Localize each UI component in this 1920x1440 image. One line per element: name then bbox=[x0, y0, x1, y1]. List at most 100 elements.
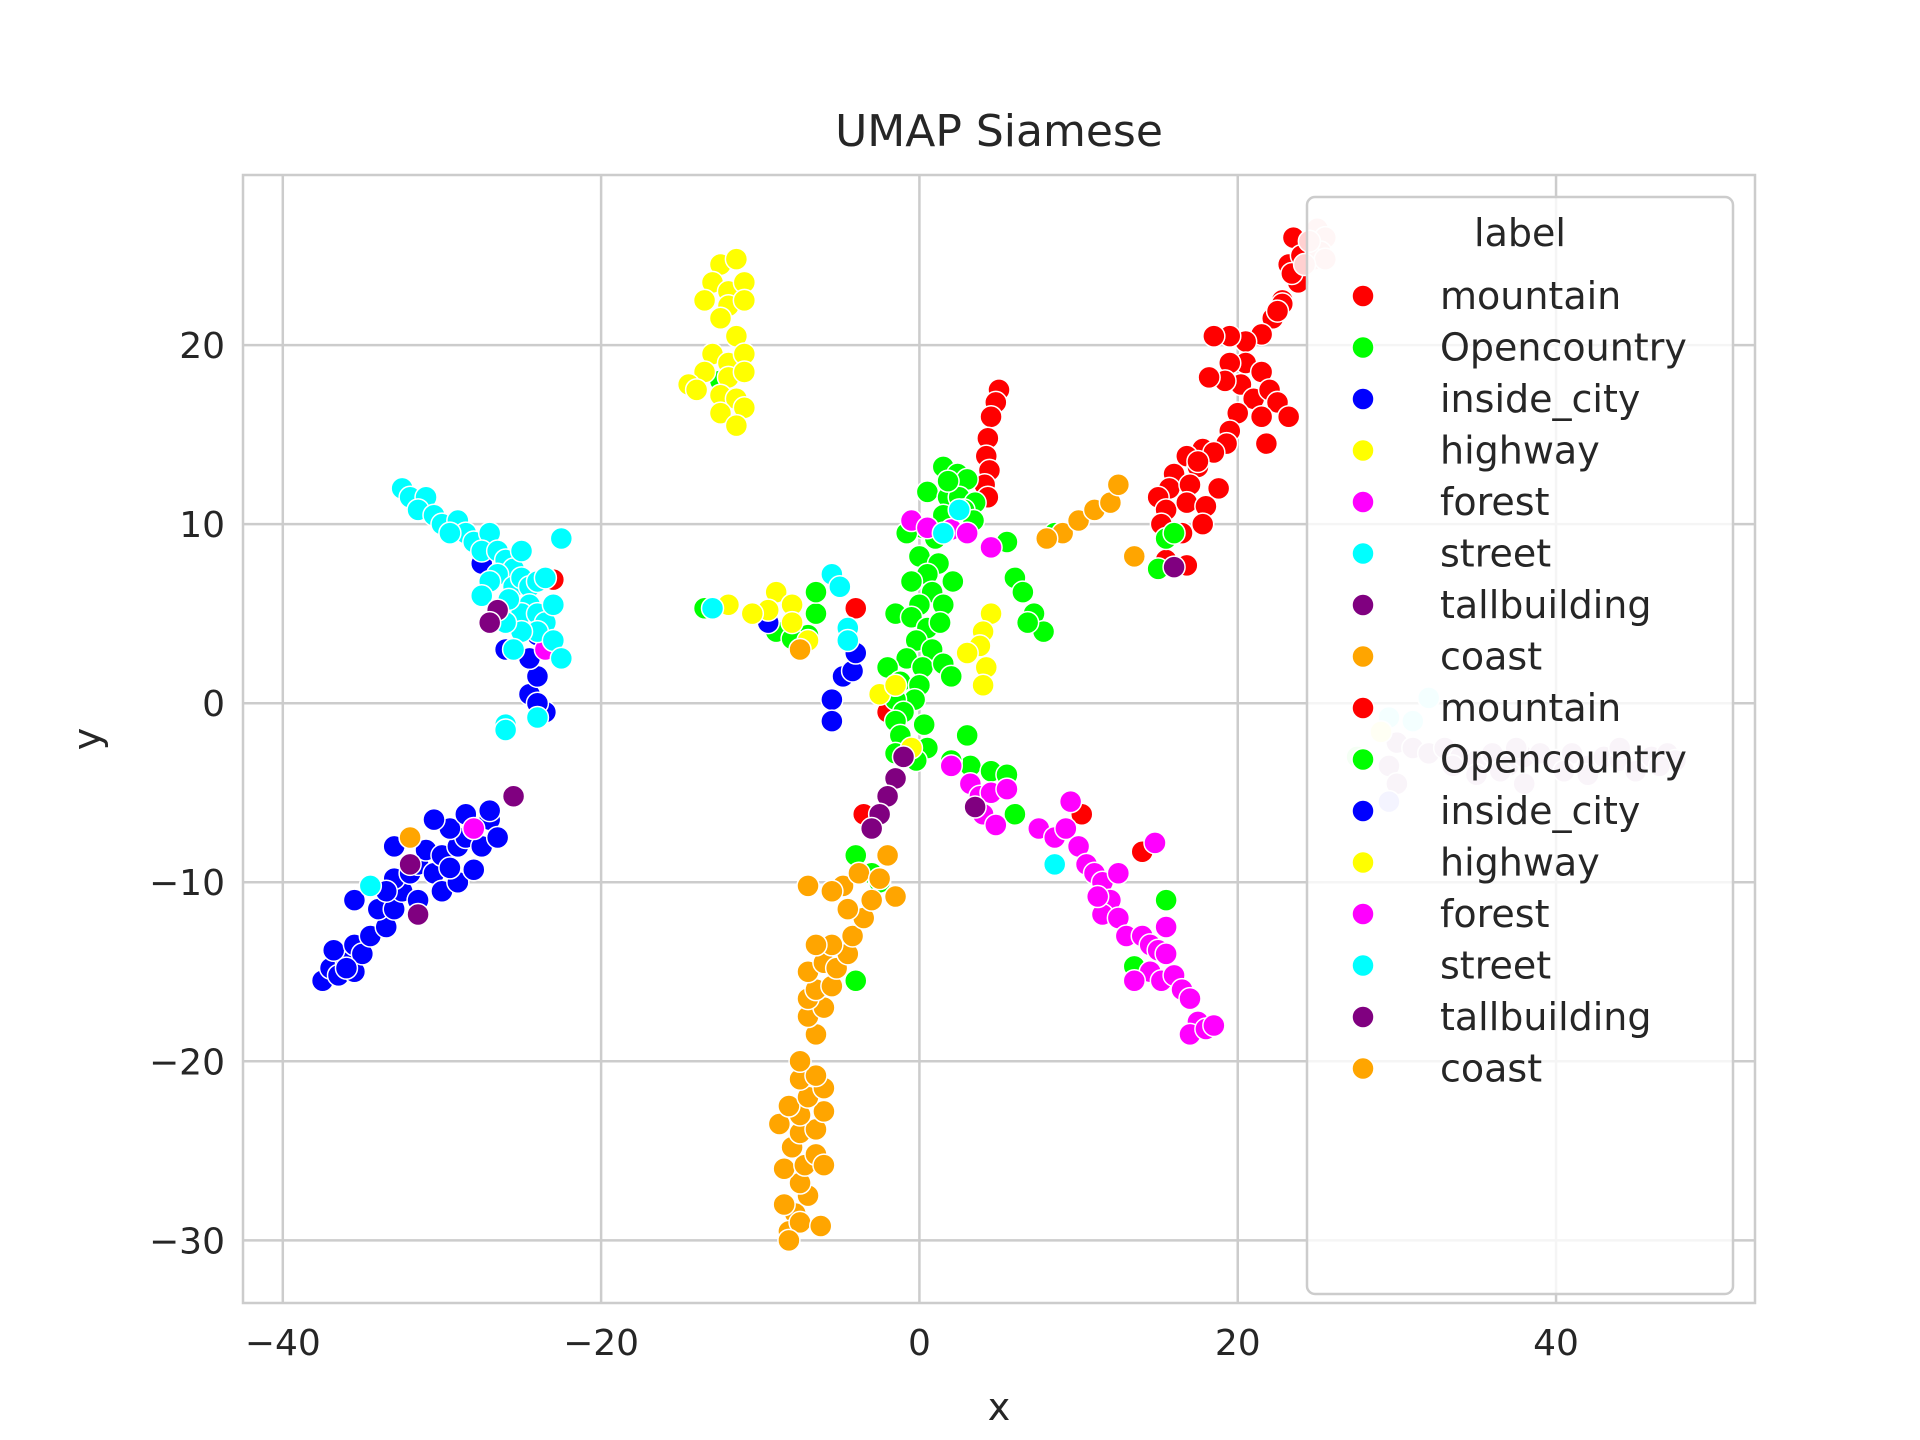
data-point-opencountry bbox=[912, 712, 936, 737]
data-point-forest bbox=[1106, 861, 1131, 886]
legend-entry-label: mountain bbox=[1440, 274, 1621, 318]
data-point-opencountry bbox=[915, 480, 940, 504]
data-point-tallbuilding bbox=[1162, 555, 1186, 579]
data-point-highway bbox=[971, 673, 995, 698]
data-point-mountain bbox=[1202, 324, 1226, 348]
legend-marker bbox=[1351, 696, 1375, 720]
data-point-inside-city bbox=[820, 709, 844, 733]
legend-marker bbox=[1351, 284, 1375, 308]
data-point-coast bbox=[820, 879, 844, 903]
data-point-highway bbox=[883, 673, 908, 698]
legend-marker bbox=[1351, 1005, 1375, 1029]
legend-marker bbox=[1351, 541, 1375, 566]
data-point-mountain bbox=[844, 596, 868, 621]
data-point-coast bbox=[804, 1063, 828, 1088]
data-point-highway bbox=[684, 378, 709, 402]
data-point-opencountry bbox=[899, 569, 924, 594]
data-point-street bbox=[931, 521, 956, 545]
data-point-street bbox=[469, 584, 494, 608]
data-point-coast bbox=[847, 861, 871, 886]
y-tick-label: −10 bbox=[149, 863, 225, 904]
data-point-highway bbox=[740, 601, 765, 626]
data-point-inside-city bbox=[477, 798, 502, 823]
data-point-coast bbox=[1106, 473, 1131, 497]
data-point-mountain bbox=[1206, 476, 1231, 501]
data-point-street bbox=[493, 718, 518, 742]
data-point-street bbox=[828, 575, 852, 599]
data-point-tallbuilding bbox=[398, 852, 422, 877]
legend-marker bbox=[1351, 850, 1375, 875]
y-tick-label: 0 bbox=[202, 684, 225, 725]
legend-marker bbox=[1351, 644, 1375, 669]
data-point-inside-city bbox=[342, 888, 367, 912]
legend-entry-label: street bbox=[1440, 944, 1551, 988]
data-point-coast bbox=[804, 933, 828, 957]
legend-entry-label: inside_city bbox=[1440, 789, 1640, 833]
data-point-street bbox=[836, 628, 860, 653]
legend-entry-label: tallbuilding bbox=[1440, 995, 1652, 1039]
data-point-inside-city bbox=[422, 807, 446, 832]
data-point-highway bbox=[955, 641, 979, 665]
legend-entry-label: Opencountry bbox=[1440, 738, 1687, 782]
data-point-opencountry bbox=[1015, 610, 1040, 635]
data-point-coast bbox=[883, 884, 908, 909]
legend-marker bbox=[1351, 953, 1375, 978]
legend-marker bbox=[1351, 387, 1375, 411]
data-point-forest bbox=[979, 535, 1003, 560]
data-point-inside-city bbox=[438, 856, 462, 880]
data-point-inside-city bbox=[334, 956, 359, 980]
data-point-mountain bbox=[1254, 431, 1279, 456]
data-point-highway bbox=[692, 288, 717, 313]
data-point-mountain bbox=[1249, 404, 1274, 429]
data-point-coast bbox=[767, 1112, 792, 1136]
data-point-mountain bbox=[1190, 512, 1215, 536]
x-tick-label: −20 bbox=[563, 1323, 639, 1364]
data-point-forest bbox=[1154, 942, 1178, 966]
data-point-street bbox=[501, 637, 526, 662]
legend-entry-label: mountain bbox=[1440, 686, 1621, 730]
legend-entry-label: highway bbox=[1440, 841, 1600, 885]
legend-marker bbox=[1351, 438, 1375, 463]
data-point-highway bbox=[708, 401, 733, 425]
data-point-forest bbox=[1178, 986, 1202, 1011]
y-tick-labels: −30 −20 −10 0 10 20 bbox=[149, 326, 225, 1262]
y-axis-label: y bbox=[65, 728, 109, 751]
data-point-highway bbox=[732, 360, 757, 384]
data-point-opencountry bbox=[928, 610, 952, 635]
data-point-street bbox=[947, 498, 971, 522]
data-point-coast bbox=[812, 1099, 836, 1124]
x-axis-label: x bbox=[988, 1385, 1011, 1429]
chart-title: UMAP Siamese bbox=[835, 106, 1163, 157]
legend-entry-label: coast bbox=[1440, 635, 1542, 679]
data-point-street bbox=[700, 596, 725, 621]
data-point-tallbuilding bbox=[891, 745, 916, 769]
legend-marker bbox=[1351, 1056, 1375, 1081]
data-point-opencountry bbox=[804, 601, 828, 626]
legend-marker bbox=[1351, 335, 1375, 360]
legend-marker bbox=[1351, 747, 1375, 772]
data-point-coast bbox=[808, 1214, 833, 1238]
data-point-forest bbox=[462, 816, 486, 841]
data-point-forest bbox=[1058, 789, 1083, 814]
data-point-coast bbox=[772, 1192, 796, 1217]
plot-frame bbox=[241, 173, 1757, 1305]
data-point-street bbox=[549, 526, 574, 551]
data-point-street bbox=[358, 874, 383, 898]
data-point-opencountry bbox=[936, 469, 960, 493]
data-point-mountain bbox=[1186, 449, 1210, 474]
data-point-forest bbox=[984, 813, 1008, 837]
x-tick-label: 40 bbox=[1533, 1323, 1579, 1364]
y-tick-label: −30 bbox=[149, 1221, 225, 1262]
data-point-forest bbox=[1202, 1013, 1226, 1038]
legend-entry-label: street bbox=[1440, 532, 1551, 576]
data-point-coast bbox=[788, 1049, 812, 1074]
data-point-forest bbox=[1143, 831, 1167, 855]
legend-marker bbox=[1351, 902, 1375, 926]
y-tick-label: −20 bbox=[149, 1042, 225, 1083]
legend-box bbox=[1305, 195, 1735, 1296]
data-point-mountain bbox=[979, 404, 1003, 429]
data-point-coast bbox=[777, 1228, 801, 1253]
data-point-coast bbox=[812, 1153, 836, 1177]
